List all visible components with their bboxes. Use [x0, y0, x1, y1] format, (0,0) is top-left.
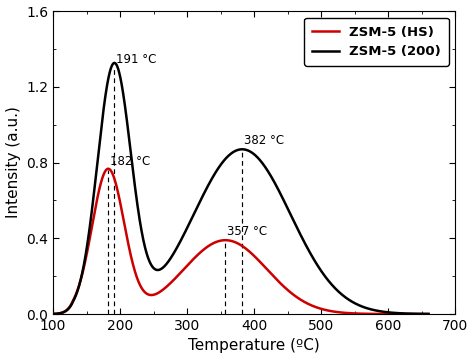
ZSM-5 (HS) — [90, 219, 96, 223]
ZSM-5 (HS) — [47, 312, 53, 316]
ZSM-5 (HS) — [192, 255, 198, 260]
ZSM-5 (200) — [378, 309, 383, 313]
Text: 182 °C: 182 °C — [110, 155, 150, 168]
ZSM-5 (200) — [111, 61, 117, 65]
ZSM-5 (HS) — [113, 181, 118, 185]
ZSM-5 (200) — [419, 312, 424, 316]
ZSM-5 (200) — [90, 200, 96, 204]
X-axis label: Temperature (ºC): Temperature (ºC) — [188, 339, 320, 354]
ZSM-5 (HS) — [105, 167, 111, 171]
ZSM-5 (200) — [192, 209, 198, 214]
Text: 357 °C: 357 °C — [228, 225, 267, 238]
Line: ZSM-5 (HS): ZSM-5 (HS) — [50, 169, 428, 314]
ZSM-5 (HS) — [426, 312, 431, 316]
ZSM-5 (HS) — [419, 312, 424, 316]
Line: ZSM-5 (200): ZSM-5 (200) — [50, 63, 428, 314]
ZSM-5 (200) — [113, 61, 118, 66]
ZSM-5 (200) — [426, 312, 431, 316]
ZSM-5 (200) — [47, 312, 53, 316]
ZSM-5 (HS) — [378, 312, 383, 316]
Text: 191 °C: 191 °C — [116, 53, 156, 66]
Legend: ZSM-5 (HS), ZSM-5 (200): ZSM-5 (HS), ZSM-5 (200) — [304, 18, 449, 66]
Text: 382 °C: 382 °C — [244, 134, 284, 148]
ZSM-5 (200) — [209, 177, 214, 181]
Y-axis label: Intensity (a.u.): Intensity (a.u.) — [6, 107, 20, 219]
ZSM-5 (HS) — [209, 242, 214, 246]
